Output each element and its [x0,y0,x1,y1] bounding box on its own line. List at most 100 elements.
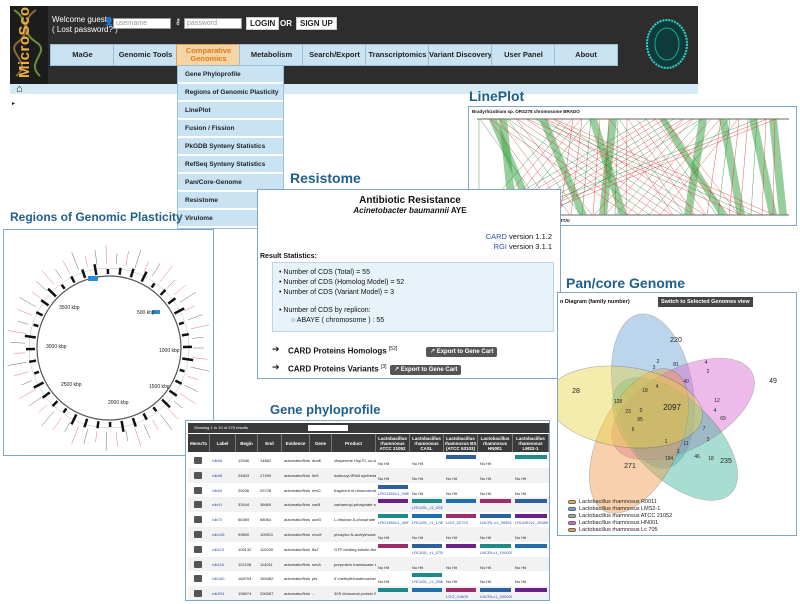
column-header[interactable]: End [258,434,282,452]
column-header[interactable]: MenuTa [188,434,210,452]
welcome-text: Welcome guest ( Lost password? ) [52,15,118,35]
table-row[interactable] [188,527,549,542]
table-cell: 36669 [260,502,272,508]
table-row[interactable] [188,467,549,483]
table-cell[interactable]: rdb116 [212,561,225,567]
table-cell[interactable]: rdb04 [212,487,223,493]
homolog-cell[interactable]: LRCASL_r1_2080003 [412,579,443,585]
column-header[interactable]: Lactobacillus rhamnosus BS (ATCC 53103) [444,434,478,452]
row-menu-button[interactable] [194,531,202,538]
menu-metabolism[interactable]: Metabolism [239,44,304,66]
menu-transcriptomics[interactable]: Transcriptomics [365,44,430,66]
card-homologs-link[interactable]: CARD Proteins Homologs [52] [288,346,398,356]
table-row[interactable] [188,556,549,572]
dropdown-gene-phyloprofile[interactable]: Gene Phyloprofile [178,66,283,84]
homolog-cell: No Hit [378,461,390,466]
lost-password-link[interactable]: ( Lost password? ) [52,25,118,34]
menu-about[interactable]: About [554,44,618,66]
homolog-cell[interactable]: LNCRL v1_380519 [480,520,512,526]
menu-comparative-genomics[interactable]: Comparative Genomics [176,44,241,66]
homolog-cell[interactable]: LRCASL_r1_1765803 [412,520,443,526]
organism-name: Acinetobacter baumannii [353,206,449,215]
homolog-cell: No Hit [480,579,492,585]
export-variants-button[interactable]: ↗ Export to Gene Cart [390,365,462,375]
card-link[interactable]: CARD [485,232,507,241]
row-menu-button[interactable] [194,471,202,479]
dropdown-pan-core-genome[interactable]: Pan/Core-Genome [178,174,283,192]
venn-count: 18 [708,456,714,462]
row-menu-button[interactable] [194,575,202,583]
homolog-cell[interactable]: LRLMS2v1_28389 [515,520,548,526]
homolog-bar [480,588,511,593]
menu-mage[interactable]: MaGe [50,44,115,66]
table-cell: secA [312,561,321,567]
table-row[interactable] [188,482,549,498]
homolog-cell[interactable]: LRCASL_r1_070001 [412,549,443,555]
menu-genomic-tools[interactable]: Genomic Tools [113,44,178,66]
column-header[interactable]: Evidence [282,434,310,452]
home-icon[interactable]: ⌂ [16,83,23,95]
homolog-cell[interactable]: LGG_02723 [446,520,468,526]
venn-count: 128 [614,399,623,405]
menu-search-export[interactable]: Search/Export [302,44,367,66]
dropdown-pkgdb-synteny[interactable]: PkGDB Synteny Statistics [178,138,283,156]
dropdown-fusion-fission[interactable]: Fusion / Fission [178,120,283,138]
signup-button[interactable]: SIGN UP [296,17,337,30]
table-cell[interactable]: rdb108 [212,532,225,537]
table-cell: 168704 [238,576,252,582]
row-menu-button[interactable] [194,501,202,509]
dropdown-resistome[interactable]: Resistome [178,192,283,210]
row-menu-button[interactable] [194,486,202,494]
dropdown-refseq-synteny[interactable]: RefSeq Synteny Statistics [178,156,283,174]
rgi-link[interactable]: RGI [493,242,507,251]
microscope-logo[interactable]: MicroScope [10,6,48,84]
table-cell: isoleucyl-tRNA synthetase [334,472,376,478]
homolog-cell[interactable]: LRG1552v1_40978 [378,520,409,526]
row-menu-button[interactable] [194,545,202,553]
column-header[interactable]: Lactobacillus rhamnosus ATCC 21052 [376,434,410,452]
column-header[interactable]: Product [332,434,376,452]
column-header[interactable]: Lactobacillus rhamnosus LMS2-1 [513,434,549,452]
row-menu-button[interactable] [194,457,202,464]
homolog-cell[interactable]: LNCRLv1_200001 [480,594,512,600]
table-cell[interactable]: rdb41 [212,502,223,508]
homolog-cell[interactable]: LRG1552v1_00857 [378,490,409,496]
homolog-cell[interactable]: LRCASL_r1_0232603 [412,505,443,511]
table-cell[interactable]: rdb113 [212,546,225,552]
table-row[interactable] [188,571,549,587]
menu-variant-discovery[interactable]: Variant Discovery [428,44,493,66]
table-cell[interactable]: rdb160 [212,576,225,582]
homolog-cell[interactable]: LGG_01809 [446,594,468,600]
resistome-organism: Acinetobacter baumannii AYE [258,206,560,215]
lineplot-top-label: Bradyrhizobium sp. ORS278 chromosome BRA… [472,109,580,114]
column-header[interactable]: Lactobacillus rhamnosus HN001 [478,434,513,452]
column-header[interactable]: Label [210,434,236,452]
column-header[interactable]: Lactobacillus rhamnosus CASL [410,434,444,452]
phylo-search-input[interactable] [308,425,348,431]
column-header[interactable]: Gene [310,434,332,452]
homolog-cell: No Hit [412,490,424,496]
username-input[interactable]: username [113,18,171,29]
table-cell[interactable]: rdb72 [212,517,223,523]
password-input[interactable]: password [184,18,242,29]
table-cell[interactable]: rdb06 [212,458,223,463]
lineplot-panel: Bradyrhizobium sp. ORS278 chromosome BRA… [468,106,797,226]
login-button[interactable]: LOGIN [246,17,280,30]
dropdown-lineplot[interactable]: LinePlot [178,102,283,120]
column-header[interactable]: Begin [236,434,258,452]
table-cell: automatic/finished [284,502,310,508]
table-cell[interactable]: rdb08 [212,472,223,478]
table-cell: 24603 [238,472,250,478]
table-cell[interactable]: rdb204 [212,591,225,597]
row-menu-button[interactable] [194,516,202,524]
export-homologs-button[interactable]: ↗ Export to Gene Cart [426,347,498,357]
card-variants-link[interactable]: CARD Proteins Variants [3] [288,364,387,374]
dropdown-regions-genomic-plasticity[interactable]: Regions of Genomic Plasticity [178,84,283,102]
homolog-cell[interactable]: LNCRLv1_100001 [480,549,512,555]
row-menu-button[interactable] [194,590,202,598]
row-menu-button[interactable] [194,560,202,568]
dropdown-virulome[interactable]: Virulome [178,210,283,228]
switch-genomes-view-button[interactable]: Switch to Selected Genomes view [658,297,753,307]
menu-user-panel[interactable]: User Panel [491,44,556,66]
